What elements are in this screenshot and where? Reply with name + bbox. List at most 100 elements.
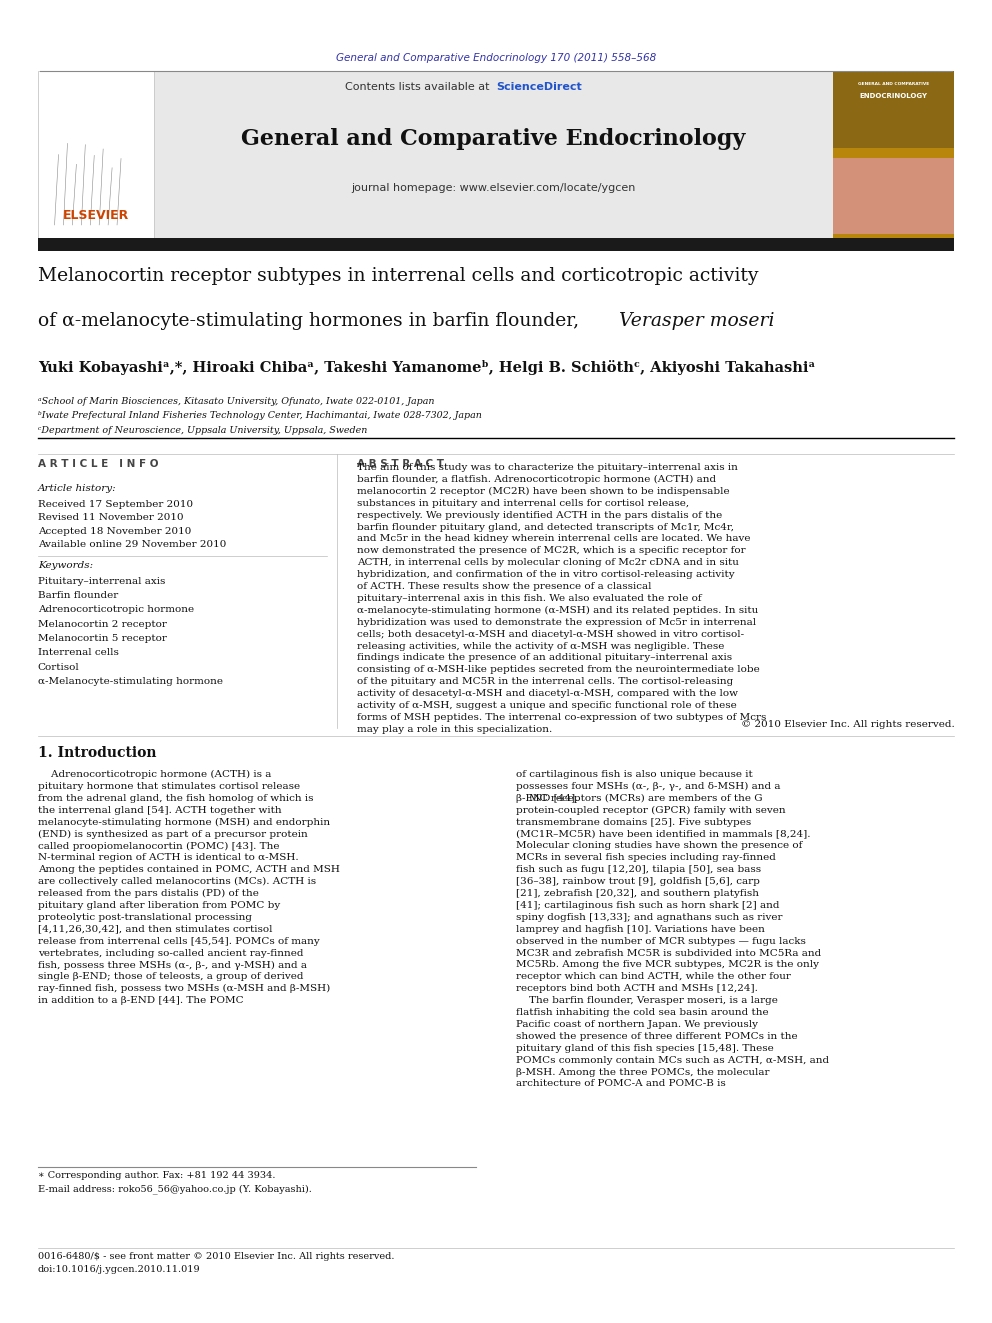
- Text: architecture of POMC-A and POMC-B is: architecture of POMC-A and POMC-B is: [516, 1080, 725, 1089]
- Text: Molecular cloning studies have shown the presence of: Molecular cloning studies have shown the…: [516, 841, 803, 851]
- Text: vertebrates, including so-called ancient ray-finned: vertebrates, including so-called ancient…: [38, 949, 304, 958]
- Text: Article history:: Article history:: [38, 484, 116, 493]
- Text: in addition to a β-END [44]. The POMC: in addition to a β-END [44]. The POMC: [38, 996, 243, 1005]
- Text: pituitary gland of this fish species [15,48]. These: pituitary gland of this fish species [15…: [516, 1044, 774, 1053]
- Text: flatfish inhabiting the cold sea basin around the: flatfish inhabiting the cold sea basin a…: [516, 1008, 769, 1017]
- Text: proteolytic post-translational processing: proteolytic post-translational processin…: [38, 913, 252, 922]
- Text: observed in the number of MCR subtypes — fugu lacks: observed in the number of MCR subtypes —…: [516, 937, 806, 946]
- Text: Melanocortin receptor subtypes in interrenal cells and corticotropic activity: Melanocortin receptor subtypes in interr…: [38, 267, 758, 286]
- Bar: [38, 238, 954, 251]
- Text: ray-finned fish, possess two MSHs (α-MSH and β-MSH): ray-finned fish, possess two MSHs (α-MSH…: [38, 984, 330, 994]
- Text: of α-melanocyte-stimulating hormones in barfin flounder,: of α-melanocyte-stimulating hormones in …: [38, 312, 585, 331]
- Text: release from interrenal cells [45,54]. POMCs of many: release from interrenal cells [45,54]. P…: [38, 937, 319, 946]
- Text: 1. Introduction: 1. Introduction: [38, 746, 156, 761]
- Text: Pacific coast of northern Japan. We previously: Pacific coast of northern Japan. We prev…: [516, 1020, 758, 1029]
- Text: The barfin flounder, Verasper moseri, is a large: The barfin flounder, Verasper moseri, is…: [516, 996, 778, 1005]
- Text: and Mc5r in the head kidney wherein interrenal cells are located. We have: and Mc5r in the head kidney wherein inte…: [357, 534, 751, 544]
- Text: A B S T R A C T: A B S T R A C T: [357, 459, 444, 470]
- Text: Verasper moseri: Verasper moseri: [619, 312, 775, 331]
- Text: single β-END; those of teleosts, a group of derived: single β-END; those of teleosts, a group…: [38, 972, 304, 982]
- Text: 0016-6480/$ - see front matter © 2010 Elsevier Inc. All rights reserved.: 0016-6480/$ - see front matter © 2010 El…: [38, 1252, 394, 1261]
- Text: Keywords:: Keywords:: [38, 561, 93, 570]
- Text: GENERAL AND COMPARATIVE: GENERAL AND COMPARATIVE: [858, 82, 930, 86]
- Text: the interrenal gland [54]. ACTH together with: the interrenal gland [54]. ACTH together…: [38, 806, 282, 815]
- Text: melanocortin 2 receptor (MC2R) have been shown to be indispensable: melanocortin 2 receptor (MC2R) have been…: [357, 487, 730, 496]
- Text: β-END [44].: β-END [44].: [516, 794, 578, 803]
- Text: ᵇIwate Prefectural Inland Fisheries Technology Center, Hachimantai, Iwate 028-73: ᵇIwate Prefectural Inland Fisheries Tech…: [38, 411, 481, 421]
- Text: fish such as fugu [12,20], tilapia [50], sea bass: fish such as fugu [12,20], tilapia [50],…: [516, 865, 761, 875]
- Bar: [833, 71, 954, 148]
- Text: Contents lists available at: Contents lists available at: [345, 82, 493, 93]
- Text: are collectively called melanocortins (MCs). ACTH is: are collectively called melanocortins (M…: [38, 877, 315, 886]
- Text: POMCs commonly contain MCs such as ACTH, α-MSH, and: POMCs commonly contain MCs such as ACTH,…: [516, 1056, 829, 1065]
- Text: released from the pars distalis (PD) of the: released from the pars distalis (PD) of …: [38, 889, 259, 898]
- Text: Interrenal cells: Interrenal cells: [38, 648, 119, 658]
- Bar: [38, 71, 154, 241]
- Text: consisting of α-MSH-like peptides secreted from the neurointermediate lobe: consisting of α-MSH-like peptides secret…: [357, 665, 760, 675]
- Text: cells; both desacetyl-α-MSH and diacetyl-α-MSH showed in vitro cortisol-: cells; both desacetyl-α-MSH and diacetyl…: [357, 630, 744, 639]
- Text: may play a role in this specialization.: may play a role in this specialization.: [357, 725, 553, 734]
- Text: α-Melanocyte-stimulating hormone: α-Melanocyte-stimulating hormone: [38, 677, 222, 685]
- Text: General and Comparative Endocrinology: General and Comparative Endocrinology: [241, 128, 745, 149]
- Text: Pituitary–interrenal axis: Pituitary–interrenal axis: [38, 577, 165, 586]
- Text: Cortisol: Cortisol: [38, 663, 79, 672]
- Text: from the adrenal gland, the fish homolog of which is: from the adrenal gland, the fish homolog…: [38, 794, 313, 803]
- Text: ENDOCRINOLOGY: ENDOCRINOLOGY: [860, 93, 928, 99]
- Text: Available online 29 November 2010: Available online 29 November 2010: [38, 540, 226, 549]
- Text: barfin flounder, a flatfish. Adrenocorticotropic hormone (ACTH) and: barfin flounder, a flatfish. Adrenocorti…: [357, 475, 716, 484]
- Text: Revised 11 November 2010: Revised 11 November 2010: [38, 513, 184, 523]
- Text: journal homepage: www.elsevier.com/locate/ygcen: journal homepage: www.elsevier.com/locat…: [351, 183, 635, 193]
- Text: called proopiomelanocortin (POMC) [43]. The: called proopiomelanocortin (POMC) [43]. …: [38, 841, 279, 851]
- Bar: [154, 71, 833, 241]
- Text: ᵃSchool of Marin Biosciences, Kitasato University, Ofunato, Iwate 022-0101, Japa: ᵃSchool of Marin Biosciences, Kitasato U…: [38, 397, 434, 406]
- Text: [41]; cartilaginous fish such as horn shark [2] and: [41]; cartilaginous fish such as horn sh…: [516, 901, 780, 910]
- Text: General and Comparative Endocrinology 170 (2011) 558–568: General and Comparative Endocrinology 17…: [336, 53, 656, 64]
- Text: ACTH, in interrenal cells by molecular cloning of Mc2r cDNA and in situ: ACTH, in interrenal cells by molecular c…: [357, 558, 739, 568]
- Text: (MC1R–MC5R) have been identified in mammals [8,24].: (MC1R–MC5R) have been identified in mamm…: [516, 830, 810, 839]
- Text: fish, possess three MSHs (α-, β-, and γ-MSH) and a: fish, possess three MSHs (α-, β-, and γ-…: [38, 960, 307, 970]
- Text: Barfin flounder: Barfin flounder: [38, 591, 118, 601]
- Text: Melanocortin 2 receptor: Melanocortin 2 receptor: [38, 619, 167, 628]
- Text: protein-coupled receptor (GPCR) family with seven: protein-coupled receptor (GPCR) family w…: [516, 806, 786, 815]
- Text: doi:10.1016/j.ygcen.2010.11.019: doi:10.1016/j.ygcen.2010.11.019: [38, 1265, 200, 1274]
- Text: Melanocortin 5 receptor: Melanocortin 5 receptor: [38, 634, 167, 643]
- Text: Adrenocorticotropic hormone: Adrenocorticotropic hormone: [38, 606, 193, 614]
- Text: showed the presence of three different POMCs in the: showed the presence of three different P…: [516, 1032, 798, 1041]
- Text: [36–38], rainbow trout [9], goldfish [5,6], carp: [36–38], rainbow trout [9], goldfish [5,…: [516, 877, 760, 886]
- Text: ᶜDepartment of Neuroscience, Uppsala University, Uppsala, Sweden: ᶜDepartment of Neuroscience, Uppsala Uni…: [38, 426, 367, 435]
- Text: Received 17 September 2010: Received 17 September 2010: [38, 500, 192, 509]
- Text: hybridization, and confirmation of the in vitro cortisol-releasing activity: hybridization, and confirmation of the i…: [357, 570, 735, 579]
- Text: [21], zebrafish [20,32], and southern platyfish: [21], zebrafish [20,32], and southern pl…: [516, 889, 759, 898]
- Text: now demonstrated the presence of MC2R, which is a specific receptor for: now demonstrated the presence of MC2R, w…: [357, 546, 746, 556]
- Text: (END) is synthesized as part of a precursor protein: (END) is synthesized as part of a precur…: [38, 830, 308, 839]
- Text: activity of desacetyl-α-MSH and diacetyl-α-MSH, compared with the low: activity of desacetyl-α-MSH and diacetyl…: [357, 689, 738, 699]
- Text: of ACTH. These results show the presence of a classical: of ACTH. These results show the presence…: [357, 582, 652, 591]
- Text: lamprey and hagfish [10]. Variations have been: lamprey and hagfish [10]. Variations hav…: [516, 925, 765, 934]
- Text: Adrenocorticotropic hormone (ACTH) is a: Adrenocorticotropic hormone (ACTH) is a: [38, 770, 271, 779]
- Text: Among the peptides contained in POMC, ACTH and MSH: Among the peptides contained in POMC, AC…: [38, 865, 339, 875]
- Text: MCRs in several fish species including ray-finned: MCRs in several fish species including r…: [516, 853, 776, 863]
- Bar: [833, 71, 954, 241]
- Text: possesses four MSHs (α-, β-, γ-, and δ-MSH) and a: possesses four MSHs (α-, β-, γ-, and δ-M…: [516, 782, 781, 791]
- Text: N-terminal region of ACTH is identical to α-MSH.: N-terminal region of ACTH is identical t…: [38, 853, 299, 863]
- Text: MC3R and zebrafish MC5R is subdivided into MC5Ra and: MC3R and zebrafish MC5R is subdivided in…: [516, 949, 821, 958]
- Text: A R T I C L E   I N F O: A R T I C L E I N F O: [38, 459, 158, 470]
- Text: transmembrane domains [25]. Five subtypes: transmembrane domains [25]. Five subtype…: [516, 818, 751, 827]
- Text: ScienceDirect: ScienceDirect: [496, 82, 581, 93]
- Text: hybridization was used to demonstrate the expression of Mc5r in interrenal: hybridization was used to demonstrate th…: [357, 618, 756, 627]
- Text: ELSEVIER: ELSEVIER: [63, 209, 129, 222]
- Text: barfin flounder pituitary gland, and detected transcripts of Mc1r, Mc4r,: barfin flounder pituitary gland, and det…: [357, 523, 734, 532]
- Text: ∗ Corresponding author. Fax: +81 192 44 3934.: ∗ Corresponding author. Fax: +81 192 44 …: [38, 1171, 275, 1180]
- Text: [4,11,26,30,42], and then stimulates cortisol: [4,11,26,30,42], and then stimulates cor…: [38, 925, 272, 934]
- Bar: [833, 157, 954, 234]
- Text: Yuki Kobayashiᵃ,*, Hiroaki Chibaᵃ, Takeshi Yamanomeᵇ, Helgi B. Schiöthᶜ, Akiyosh: Yuki Kobayashiᵃ,*, Hiroaki Chibaᵃ, Takes…: [38, 360, 815, 374]
- Text: α-melanocyte-stimulating hormone (α-MSH) and its related peptides. In situ: α-melanocyte-stimulating hormone (α-MSH)…: [357, 606, 758, 615]
- Text: pituitary–interrenal axis in this fish. We also evaluated the role of: pituitary–interrenal axis in this fish. …: [357, 594, 701, 603]
- Text: E-mail address: roko56_56@yahoo.co.jp (Y. Kobayashi).: E-mail address: roko56_56@yahoo.co.jp (Y…: [38, 1184, 311, 1193]
- Text: The aim of this study was to characterize the pituitary–interrenal axis in: The aim of this study was to characteriz…: [357, 463, 738, 472]
- Text: receptors bind both ACTH and MSHs [12,24].: receptors bind both ACTH and MSHs [12,24…: [516, 984, 758, 994]
- Text: of cartilaginous fish is also unique because it: of cartilaginous fish is also unique bec…: [516, 770, 753, 779]
- Text: releasing activities, while the activity of α-MSH was negligible. These: releasing activities, while the activity…: [357, 642, 724, 651]
- Text: MC receptors (MCRs) are members of the G: MC receptors (MCRs) are members of the G: [516, 794, 763, 803]
- Text: of the pituitary and MC5R in the interrenal cells. The cortisol-releasing: of the pituitary and MC5R in the interre…: [357, 677, 733, 687]
